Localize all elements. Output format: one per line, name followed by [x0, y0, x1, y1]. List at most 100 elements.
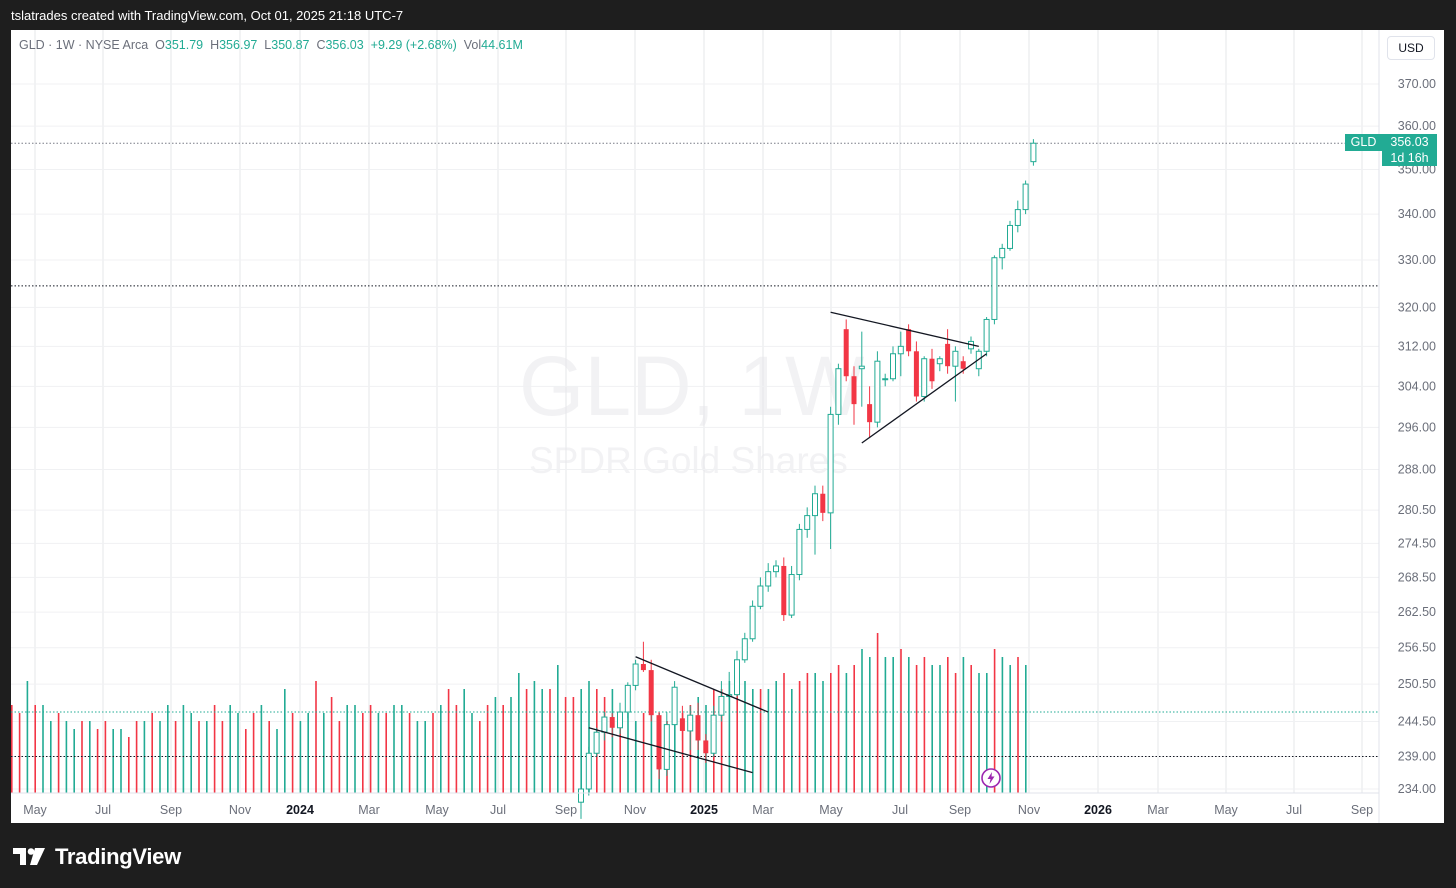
price-axis-tick-label: 239.00 — [1398, 749, 1436, 763]
volume-bar — [494, 697, 497, 793]
legend-symbol[interactable]: GLD · 1W · NYSE Arca — [19, 38, 149, 52]
volume-bar — [884, 657, 887, 793]
volume-bar — [182, 705, 185, 793]
volume-bar — [603, 697, 606, 793]
volume-bar — [580, 689, 582, 793]
candle-body-down — [843, 329, 849, 377]
price-axis-tick-label: 370.00 — [1398, 77, 1436, 91]
candle-body-down — [679, 718, 685, 731]
volume-bar — [588, 681, 590, 793]
volume-bar — [791, 689, 793, 793]
volume-bar — [549, 689, 551, 793]
candle-body-up — [991, 257, 998, 320]
time-axis-tick-label: Mar — [1147, 803, 1169, 817]
price-axis-tick-label: 268.50 — [1398, 570, 1436, 584]
volume-bar — [853, 665, 855, 793]
volume-bar — [970, 665, 972, 793]
volume-bar — [377, 713, 380, 793]
volume-bar — [81, 721, 83, 793]
trendline-drawing — [861, 353, 987, 444]
volume-bar — [213, 705, 216, 793]
legend-volume-value: 44.61M — [481, 38, 523, 52]
volume-bar — [198, 721, 200, 793]
legend-high-value: 356.97 — [219, 38, 258, 52]
volume-bar — [876, 633, 879, 793]
volume-bar — [993, 649, 996, 793]
candle-body-up — [757, 585, 764, 607]
candle-body-up — [1030, 142, 1037, 163]
volume-bar — [416, 721, 419, 793]
candle-body-up — [983, 318, 990, 352]
price-axis-tick-label: 320.00 — [1398, 300, 1436, 314]
volume-bar — [307, 713, 309, 793]
candle-body-up — [687, 714, 694, 732]
chart-panel[interactable]: GLD, 1W SPDR Gold Shares 370.00 360.00 350… — [11, 30, 1444, 823]
candle-body-up — [1022, 183, 1029, 211]
price-axis-tick-label: 360.00 — [1398, 119, 1436, 133]
volume-bar — [369, 705, 372, 793]
volume-bar — [908, 657, 910, 793]
volume-bar — [463, 689, 465, 793]
price-axis-tick-label: 244.50 — [1398, 714, 1436, 728]
volume-bar — [635, 721, 637, 793]
volume-bar — [471, 713, 473, 793]
time-axis-tick-label: Jul — [490, 803, 506, 817]
brand-name: TradingView — [55, 844, 181, 869]
volume-bar — [57, 713, 60, 793]
trendline-drawing — [830, 311, 979, 347]
legend-close-label: C — [316, 38, 326, 52]
volume-bar — [143, 721, 146, 793]
volume-bar — [330, 697, 333, 793]
volume-bar — [814, 673, 816, 793]
candlestick-chart[interactable]: 370.00 360.00 350.00 340.00 330.00 320.00 312.… — [11, 30, 1444, 823]
candle-body-down — [640, 664, 646, 671]
candle-body-up — [999, 247, 1006, 259]
volume-bar — [861, 649, 863, 793]
candle-body-up — [617, 711, 623, 729]
volume-bar — [252, 713, 255, 793]
volume-bar — [385, 713, 387, 793]
legend-open-value: 351.79 — [164, 38, 204, 52]
volume-bar — [939, 665, 941, 793]
volume-bar — [96, 729, 99, 793]
volume-bar — [541, 689, 543, 793]
volume-bar — [798, 681, 801, 793]
volume-bar — [354, 705, 356, 793]
volume-bar — [627, 713, 629, 793]
candle-body-up — [796, 528, 803, 576]
volume-bar — [775, 681, 777, 793]
legend-volume-label: Vol — [463, 38, 482, 52]
candle-body-up — [827, 413, 834, 514]
price-axis-tick-label: 288.00 — [1398, 463, 1436, 477]
time-axis-tick-label: 2025 — [690, 803, 718, 817]
candle-body-up — [734, 659, 740, 696]
volume-bar — [401, 705, 403, 793]
ohlc-legend[interactable]: GLD · 1W · NYSE Arca O351.79 H356.97 L35… — [19, 38, 523, 52]
volume-bar — [338, 721, 341, 793]
time-axis-tick-label: Nov — [624, 803, 647, 817]
candle-body-up — [788, 574, 795, 616]
candle-body-down — [960, 361, 966, 369]
volume-bar — [284, 689, 286, 793]
volume-bar — [822, 681, 824, 793]
volume-bar — [276, 729, 278, 793]
volume-bar — [986, 673, 988, 793]
candle-body-up — [710, 714, 717, 754]
volume-bar — [408, 713, 411, 793]
volume-bar — [978, 673, 980, 793]
candle-body-up — [593, 731, 600, 754]
volume-bar — [268, 721, 270, 793]
currency-button[interactable]: USD — [1387, 36, 1435, 60]
volume-bar — [947, 657, 949, 793]
time-axis-tick-label: Mar — [752, 803, 774, 817]
volume-bar — [73, 729, 75, 793]
price-tag-price: 356.03 — [1390, 135, 1429, 149]
volume-bar — [900, 649, 902, 793]
candle-body-up — [882, 378, 889, 381]
price-axis-tick-label: 250.50 — [1398, 677, 1436, 691]
volume-bar — [525, 689, 528, 793]
candle-body-down — [851, 376, 857, 405]
tradingview-logo-icon — [13, 848, 45, 865]
volume-bar — [221, 721, 224, 793]
lightning-icon[interactable] — [981, 768, 1001, 788]
